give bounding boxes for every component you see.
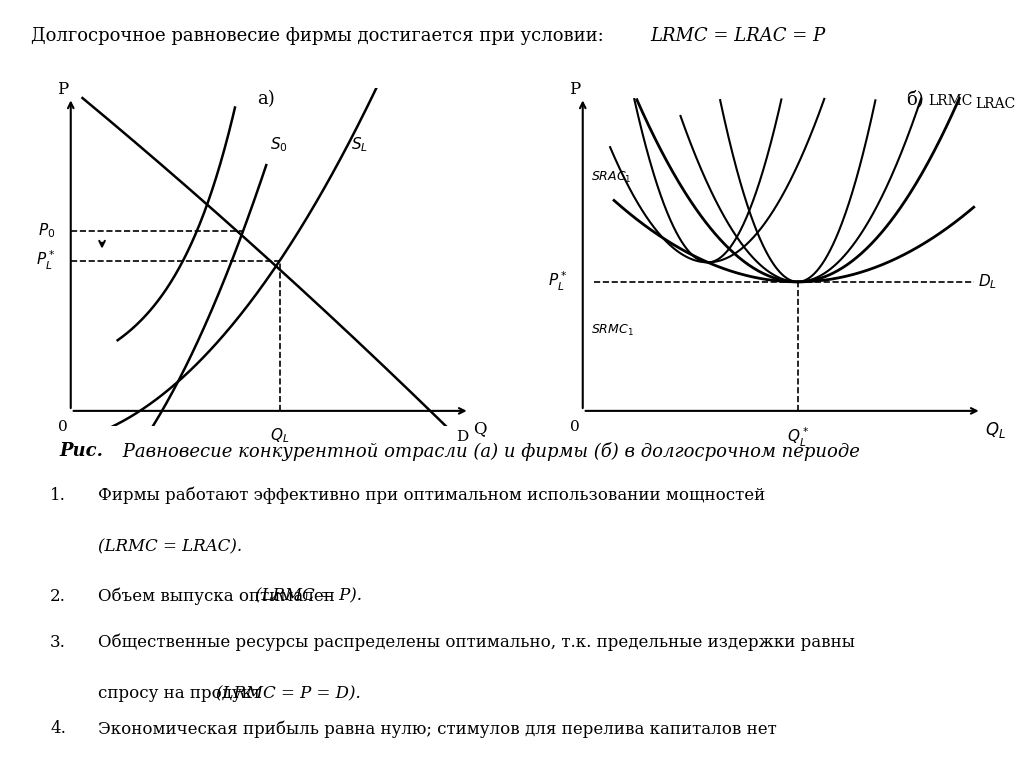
Text: а): а) [257,90,275,108]
Text: (LRMC = P).: (LRMC = P). [255,588,362,604]
Text: $P_0$: $P_0$ [38,221,55,240]
Text: P: P [569,81,581,98]
Text: Равновесие конкурентной отрасли (а) и фирмы (б) в долгосрочном периоде: Равновесие конкурентной отрасли (а) и фи… [118,442,860,461]
Text: (LRMC = LRAC).: (LRMC = LRAC). [98,538,243,555]
Text: $Q_L$: $Q_L$ [985,420,1007,440]
Text: $P^*_L$: $P^*_L$ [548,270,567,293]
Text: $Q_L$: $Q_L$ [270,426,290,445]
Text: 0: 0 [58,420,68,434]
Text: $D_L$: $D_L$ [978,273,996,291]
Text: 3.: 3. [50,634,66,650]
Text: D: D [456,430,468,444]
Text: $Q^*_L$: $Q^*_L$ [786,426,809,449]
Text: $S_0$: $S_0$ [270,136,288,154]
Text: $P^*_L$: $P^*_L$ [36,249,55,273]
Text: Объем выпуска оптимален: Объем выпуска оптимален [98,588,340,605]
Text: LRMC: LRMC [928,94,973,108]
Text: $S_L$: $S_L$ [351,136,368,154]
Text: 2.: 2. [50,588,66,604]
Text: Долгосрочное равновесие фирмы достигается при условии:: Долгосрочное равновесие фирмы достигаетс… [31,28,609,45]
Text: 4.: 4. [50,720,66,737]
Text: Q: Q [473,420,487,437]
Text: Экономическая прибыль равна нулю; стимулов для перелива капиталов нет: Экономическая прибыль равна нулю; стимул… [98,720,777,737]
Text: P: P [57,81,69,98]
Text: Фирмы работают эффективно при оптимальном использовании мощностей: Фирмы работают эффективно при оптимально… [98,487,765,505]
Text: 0: 0 [570,420,580,434]
Text: LRMC = LRAC = P: LRMC = LRAC = P [650,28,825,45]
Text: 1.: 1. [50,487,66,504]
Text: б): б) [906,90,924,108]
Text: Общественные ресурсы распределены оптимально, т.к. предельные издержки равны: Общественные ресурсы распределены оптима… [98,634,855,651]
Text: LRAC: LRAC [976,97,1016,111]
Text: Рис.: Рис. [59,442,103,460]
Text: спросу на продукт: спросу на продукт [98,685,266,703]
Text: $SRMC_1$: $SRMC_1$ [591,323,634,338]
Text: (LRMC = P = D).: (LRMC = P = D). [216,685,360,703]
Text: $SRAC_1$: $SRAC_1$ [591,170,631,184]
